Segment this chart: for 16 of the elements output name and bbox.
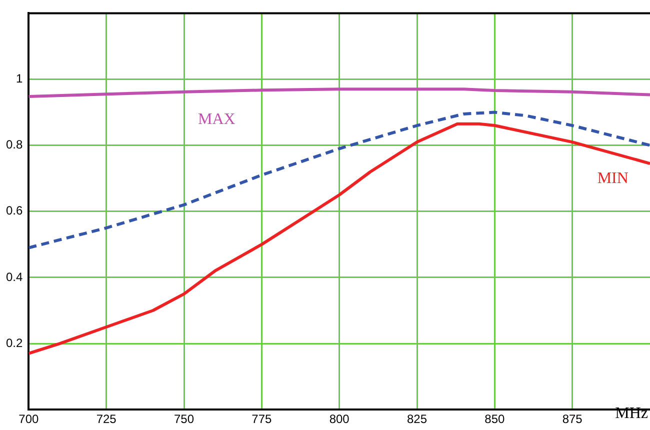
x-tick-label: 725: [96, 412, 117, 426]
x-tick-label: 800: [329, 412, 350, 426]
x-tick-label: 750: [174, 412, 194, 426]
x-tick-label: 850: [484, 412, 505, 426]
line-series: [28, 110, 650, 250]
y-tick-label: 0.8: [6, 138, 23, 152]
series-label: MIN: [597, 170, 629, 188]
x-tick-label: 700: [18, 412, 40, 426]
y-tick-label: 0.4: [6, 270, 23, 284]
y-tick-label: 0.2: [6, 336, 23, 350]
x-tick-label: 775: [252, 412, 272, 426]
x-tick-label: 825: [406, 412, 428, 426]
x-tick-label: 875: [562, 412, 583, 426]
series-label: MAX: [198, 111, 236, 128]
y-tick-label: 1: [16, 72, 23, 86]
y-tick-label: 0.6: [6, 204, 23, 218]
